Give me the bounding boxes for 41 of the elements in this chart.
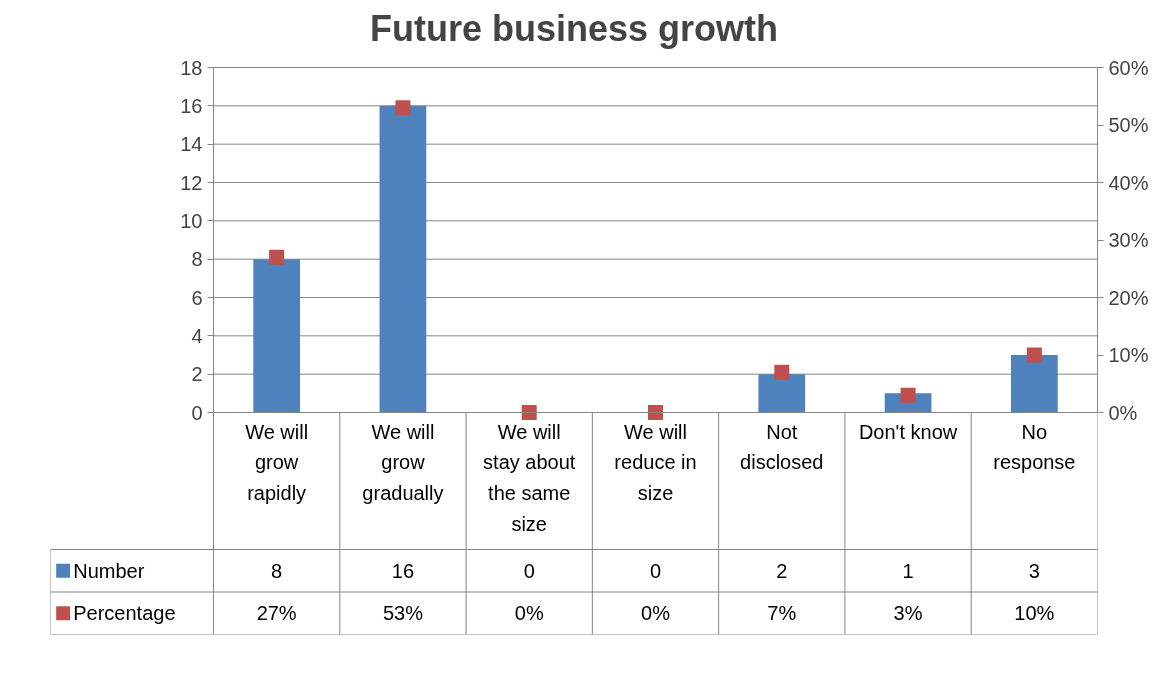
x-tick-label: We will grow rapidly xyxy=(245,420,309,505)
y2-tick-label: 20% xyxy=(1108,286,1149,309)
x-tick-label: We will reduce in size xyxy=(614,420,697,505)
y-tick-label: 8 xyxy=(191,248,203,271)
data-label: 1 xyxy=(902,559,914,582)
data-label: 27% xyxy=(256,602,297,625)
x-tick-label: No response xyxy=(993,420,1076,474)
data-label: 2 xyxy=(776,559,788,582)
y2-tick-label: 0% xyxy=(1108,401,1138,424)
data-label: 0% xyxy=(641,602,671,625)
data-label: 3% xyxy=(893,602,923,625)
data-label: 10% xyxy=(1014,602,1055,625)
y2-tick-label: 60% xyxy=(1108,56,1149,79)
chart-title: Future business growth xyxy=(369,7,779,49)
y-tick-label: 14 xyxy=(180,133,203,156)
data-label: 16 xyxy=(391,559,415,582)
y-tick-label: 0 xyxy=(191,401,203,424)
data-label: 7% xyxy=(767,602,797,625)
y-tick-label: 18 xyxy=(180,56,203,79)
y2-tick-label: 50% xyxy=(1108,114,1149,136)
x-tick-label: Not disclosed xyxy=(740,420,824,474)
data-label: 53% xyxy=(382,602,424,625)
data-label: 0 xyxy=(523,559,535,582)
legend-label: Number xyxy=(73,559,145,582)
y-tick-label: 4 xyxy=(191,324,203,347)
y-tick-label: 2 xyxy=(191,363,203,386)
data-label: 0% xyxy=(514,602,544,625)
y-tick-label: 6 xyxy=(191,286,203,309)
x-tick-label: We will stay about the same size xyxy=(483,420,576,535)
y-tick-label: 16 xyxy=(180,94,203,117)
x-tick-label: We will grow gradually xyxy=(362,420,444,505)
y2-tick-label: 10% xyxy=(1108,344,1149,366)
x-tick-label: Don't know xyxy=(858,420,958,443)
data-label: 8 xyxy=(271,559,283,582)
y2-tick-label: 40% xyxy=(1108,171,1149,194)
y2-tick-label: 30% xyxy=(1108,229,1149,251)
data-label: 0 xyxy=(649,559,662,582)
data-label: 3 xyxy=(1028,559,1040,582)
y-tick-label: 12 xyxy=(180,171,203,194)
y-tick-label: 10 xyxy=(180,209,203,232)
legend-label: Percentage xyxy=(73,602,176,625)
